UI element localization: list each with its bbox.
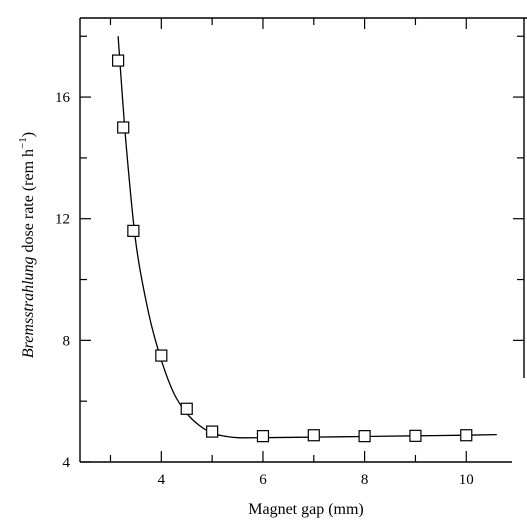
y-axis-title-close: ) <box>20 132 37 137</box>
axes <box>79 17 527 463</box>
y-axis-title-italic: Bremsstrahlung <box>20 256 37 358</box>
y-axis-title: Bremsstrahlung dose rate (rem h−1) <box>17 132 37 358</box>
data-point <box>155 349 168 362</box>
data-point <box>127 224 140 237</box>
data-point <box>256 430 270 443</box>
x-tick-label: 10 <box>459 472 474 488</box>
x-axis-title: Magnet gap (mm) <box>248 501 364 518</box>
x-tick-label: 8 <box>361 472 369 488</box>
data-point <box>206 425 219 438</box>
data-point <box>409 429 422 442</box>
y-tick-label: 4 <box>63 455 71 471</box>
data-points <box>112 54 473 443</box>
y-tick-label: 8 <box>63 333 71 349</box>
y-tick-label: 16 <box>55 90 71 106</box>
data-point <box>117 121 130 134</box>
data-point <box>460 429 473 442</box>
x-tick-label: 6 <box>259 472 267 488</box>
ticks <box>80 18 524 463</box>
y-axis-title-superscript: −1 <box>17 137 29 149</box>
y-tick-label: 12 <box>55 212 70 228</box>
fit-curve <box>117 36 497 439</box>
data-point <box>307 429 320 442</box>
data-point <box>112 54 125 67</box>
labels: 4 6 8 10 4 8 12 16 Magnet gap (mm) Bremsstrahlung… <box>17 90 474 518</box>
data-point <box>358 430 371 443</box>
x-tick-label: 4 <box>158 472 166 488</box>
y-axis-title-text: dose rate (rem h <box>20 149 37 257</box>
data-point <box>180 402 193 415</box>
fit-curve-group <box>117 36 497 439</box>
